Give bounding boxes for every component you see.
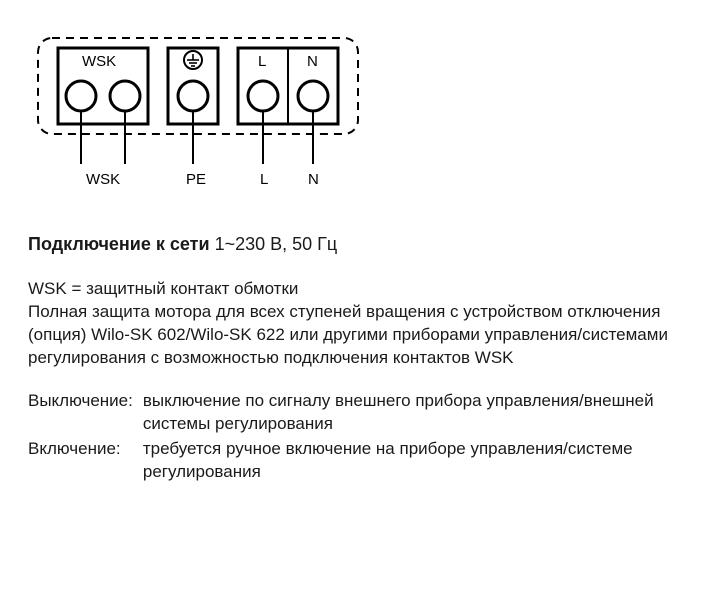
- definitions-list: Выключение:выключение по сигналу внешнег…: [28, 390, 688, 484]
- connection-heading: Подключение к сети 1~230 В, 50 Гц: [28, 232, 688, 256]
- description-block: Подключение к сети 1~230 В, 50 Гц WSK = …: [28, 232, 688, 484]
- def-term: Выключение:: [28, 390, 133, 436]
- body-text: Полная защита мотора для всех ступеней в…: [28, 302, 668, 367]
- def-desc: выключение по сигналу внешнего прибора у…: [143, 390, 688, 436]
- main-paragraph: WSK = защитный контакт обмотки Полная за…: [28, 278, 688, 370]
- svg-text:N: N: [307, 53, 318, 70]
- heading-value: 1~230 В, 50 Гц: [210, 234, 338, 254]
- svg-text:L: L: [260, 171, 268, 188]
- svg-text:WSK: WSK: [82, 53, 116, 70]
- heading-bold: Подключение к сети: [28, 234, 210, 254]
- wiring-diagram: WSK L N WSK PE L N: [28, 24, 688, 204]
- svg-text:N: N: [308, 171, 319, 188]
- svg-text:L: L: [258, 53, 266, 70]
- def-desc: требуется ручное включение на приборе уп…: [143, 438, 688, 484]
- def-term: Включение:: [28, 438, 133, 484]
- wsk-definition: WSK = защитный контакт обмотки: [28, 279, 298, 298]
- svg-text:PE: PE: [186, 171, 206, 188]
- svg-text:WSK: WSK: [86, 171, 120, 188]
